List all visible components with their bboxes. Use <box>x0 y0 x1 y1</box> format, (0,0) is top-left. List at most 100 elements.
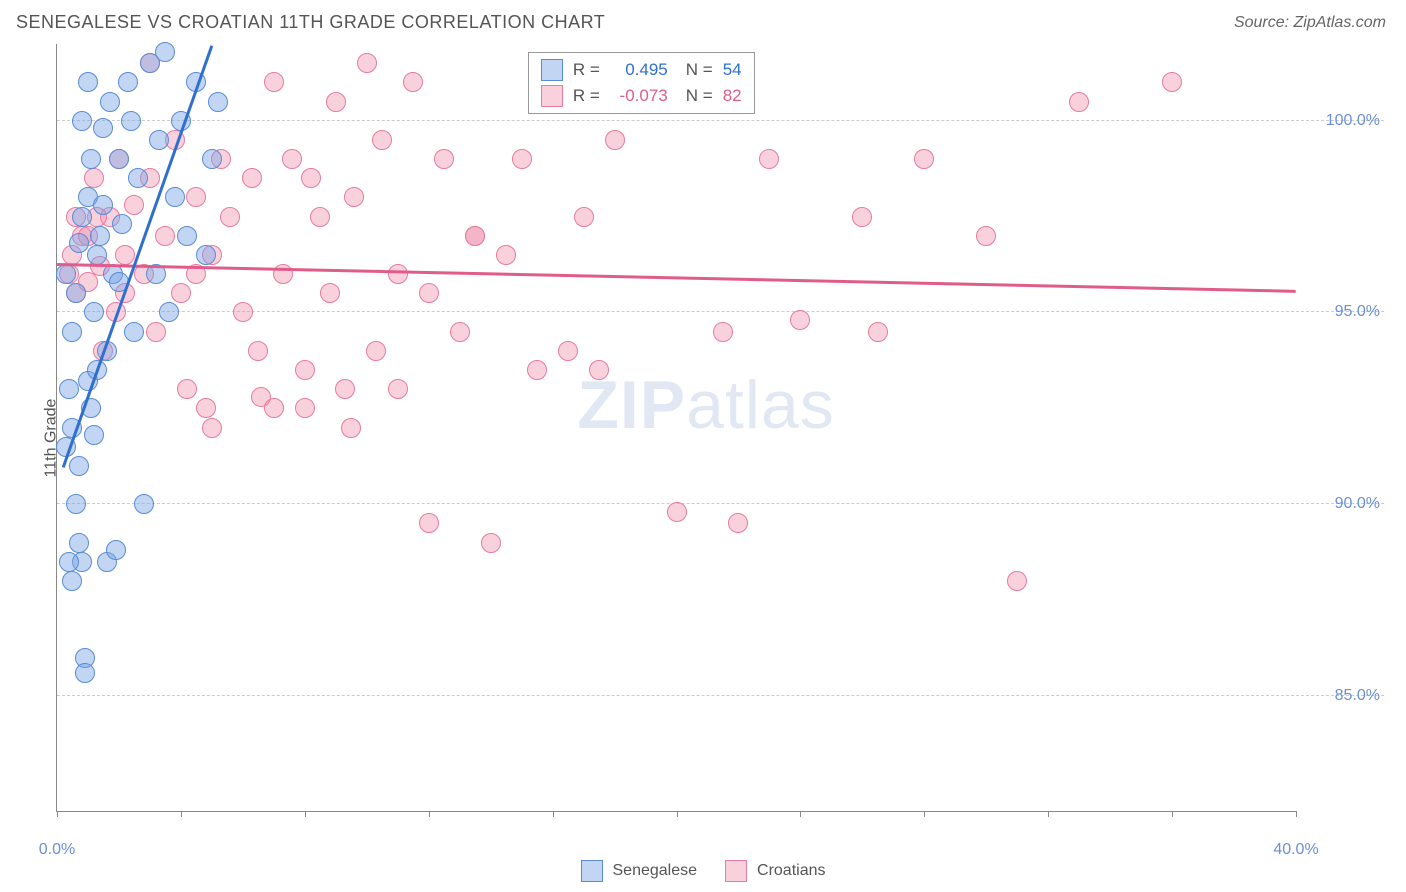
x-tick <box>1172 811 1173 817</box>
point-croatian <box>124 195 144 215</box>
x-tick <box>800 811 801 817</box>
gridline <box>57 311 1384 312</box>
point-croatian <box>295 398 315 418</box>
y-tick-label: 100.0% <box>1326 112 1380 130</box>
point-croatian <box>186 187 206 207</box>
point-senegalese <box>196 245 216 265</box>
point-senegalese <box>93 195 113 215</box>
point-senegalese <box>109 149 129 169</box>
point-croatian <box>868 322 888 342</box>
point-croatian <box>434 149 454 169</box>
point-croatian <box>301 168 321 188</box>
stats-row-croatian: R = -0.073N = 82 <box>529 83 754 109</box>
point-croatian <box>1069 92 1089 112</box>
point-senegalese <box>66 494 86 514</box>
point-croatian <box>335 379 355 399</box>
stats-box: R = 0.495N = 54R = -0.073N = 82 <box>528 52 755 114</box>
trendline-croatian <box>57 263 1296 292</box>
x-tick-label: 40.0% <box>1273 841 1318 859</box>
point-senegalese <box>87 245 107 265</box>
point-croatian <box>558 341 578 361</box>
point-croatian <box>388 264 408 284</box>
x-tick <box>553 811 554 817</box>
point-senegalese <box>118 72 138 92</box>
point-senegalese <box>69 456 89 476</box>
point-senegalese <box>84 302 104 322</box>
point-senegalese <box>69 533 89 553</box>
point-croatian <box>512 149 532 169</box>
point-croatian <box>589 360 609 380</box>
point-senegalese <box>90 226 110 246</box>
point-senegalese <box>56 264 76 284</box>
point-croatian <box>233 302 253 322</box>
point-senegalese <box>165 187 185 207</box>
point-senegalese <box>159 302 179 322</box>
point-senegalese <box>62 322 82 342</box>
point-senegalese <box>208 92 228 112</box>
point-croatian <box>403 72 423 92</box>
point-croatian <box>481 533 501 553</box>
point-senegalese <box>84 425 104 445</box>
point-croatian <box>465 226 485 246</box>
point-croatian <box>1162 72 1182 92</box>
point-croatian <box>248 341 268 361</box>
swatch-croatian <box>541 85 563 107</box>
point-senegalese <box>134 494 154 514</box>
point-croatian <box>242 168 262 188</box>
point-croatian <box>1007 571 1027 591</box>
x-tick <box>305 811 306 817</box>
legend-label: Senegalese <box>613 862 698 880</box>
point-croatian <box>171 283 191 303</box>
point-senegalese <box>66 283 86 303</box>
point-croatian <box>295 360 315 380</box>
point-senegalese <box>128 168 148 188</box>
point-senegalese <box>155 42 175 62</box>
point-senegalese <box>202 149 222 169</box>
swatch-senegalese <box>581 860 603 882</box>
legend-item-senegalese: Senegalese <box>581 860 698 882</box>
y-tick-label: 90.0% <box>1335 495 1380 513</box>
point-croatian <box>320 283 340 303</box>
point-croatian <box>976 226 996 246</box>
y-tick-label: 95.0% <box>1335 303 1380 321</box>
point-croatian <box>574 207 594 227</box>
x-tick <box>57 811 58 817</box>
point-croatian <box>388 379 408 399</box>
chart-area: 11th Grade ZIPatlas 85.0%90.0%95.0%100.0… <box>16 44 1386 832</box>
point-croatian <box>667 502 687 522</box>
point-croatian <box>202 418 222 438</box>
point-senegalese <box>100 92 120 112</box>
x-tick <box>1296 811 1297 817</box>
stats-row-senegalese: R = 0.495N = 54 <box>529 57 754 83</box>
point-senegalese <box>75 663 95 683</box>
point-croatian <box>115 245 135 265</box>
point-croatian <box>450 322 470 342</box>
point-croatian <box>282 149 302 169</box>
point-croatian <box>155 226 175 246</box>
point-croatian <box>605 130 625 150</box>
point-croatian <box>372 130 392 150</box>
point-senegalese <box>62 571 82 591</box>
swatch-croatian <box>725 860 747 882</box>
point-senegalese <box>112 214 132 234</box>
point-croatian <box>264 72 284 92</box>
x-tick <box>677 811 678 817</box>
point-croatian <box>914 149 934 169</box>
point-senegalese <box>78 72 98 92</box>
point-croatian <box>341 418 361 438</box>
point-croatian <box>220 207 240 227</box>
point-croatian <box>713 322 733 342</box>
point-croatian <box>790 310 810 330</box>
gridline <box>57 503 1384 504</box>
point-senegalese <box>81 149 101 169</box>
point-croatian <box>326 92 346 112</box>
trendline-senegalese <box>62 45 213 468</box>
swatch-senegalese <box>541 59 563 81</box>
point-croatian <box>177 379 197 399</box>
point-croatian <box>527 360 547 380</box>
point-senegalese <box>124 322 144 342</box>
point-senegalese <box>69 233 89 253</box>
legend-label: Croatians <box>757 862 825 880</box>
plot-region: ZIPatlas 85.0%90.0%95.0%100.0%0.0%40.0%R… <box>56 44 1296 812</box>
point-senegalese <box>149 130 169 150</box>
